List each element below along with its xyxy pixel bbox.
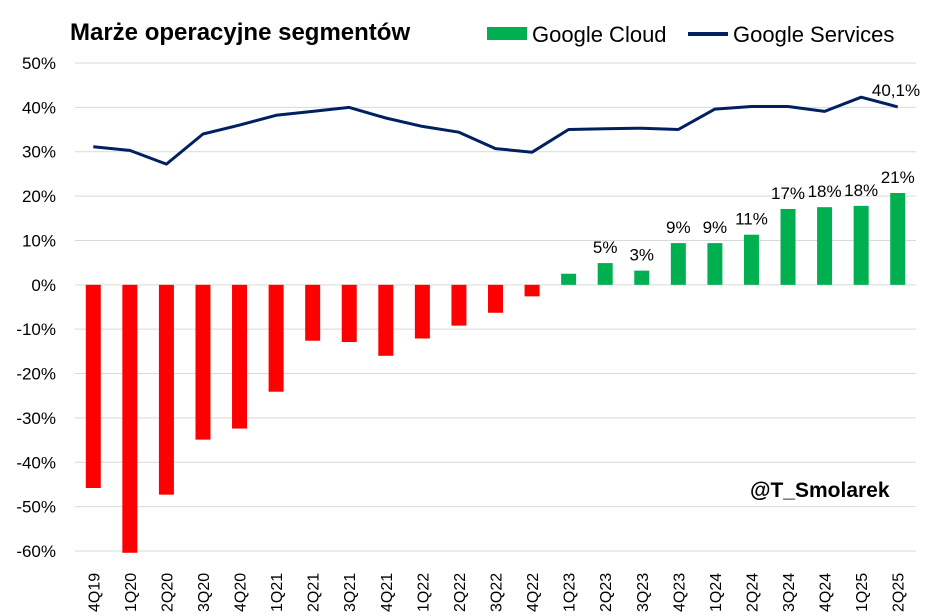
chart-title: Marże operacyjne segmentów [70,19,410,46]
y-tick-label: -20% [16,365,56,384]
x-tick-label: 4Q23 [671,573,688,612]
cloud-bar [378,284,394,356]
cloud-bar [597,263,613,285]
x-tick-label: 4Q21 [379,573,396,612]
cloud-bar [743,234,759,285]
cloud-data-label: 21% [881,168,915,187]
cloud-bar [195,284,211,440]
x-tick-label: 1Q24 [708,573,725,612]
x-tick-label: 2Q25 [891,573,908,612]
cloud-data-label: 18% [844,181,878,200]
cloud-data-label: 18% [808,182,842,201]
legend-swatch-cloud [487,27,527,40]
cloud-bar [158,284,174,495]
x-tick-label: 4Q19 [86,573,103,612]
cloud-bar [817,207,833,285]
x-axis: 4Q19 1Q20 2Q20 3Q20 4Q20 1Q21 2Q21 3Q21 4Q21 1Q22… [86,573,907,612]
gridlines [75,62,916,552]
y-tick-label: 0% [31,276,56,295]
cloud-bar [561,273,577,285]
y-tick-label: 20% [22,187,56,206]
cloud-bar [634,270,650,285]
x-tick-label: 2Q23 [598,573,615,612]
cloud-bar [232,284,248,429]
cloud-data-label: 9% [703,218,728,237]
y-tick-label: -50% [16,498,56,517]
cloud-bar [890,192,906,285]
cloud-data-label: 11% [735,210,768,229]
cloud-bar [122,284,138,553]
cloud-bars [85,192,906,553]
x-tick-label: 3Q21 [342,573,359,612]
x-tick-label: 3Q23 [635,573,652,612]
services-line [93,95,899,166]
x-tick-label: 1Q25 [854,573,871,612]
y-tick-label: -40% [16,453,56,472]
x-tick-label: 1Q20 [123,573,140,612]
legend-label-services: Google Services [733,22,894,47]
cloud-bar [414,284,430,339]
cloud-data-label: 5% [593,238,618,257]
x-tick-label: 1Q22 [415,573,432,612]
y-tick-label: -10% [16,320,56,339]
x-tick-label: 3Q20 [196,573,213,612]
y-tick-label: 10% [22,231,56,250]
cloud-bar [268,284,284,392]
cloud-bar [488,284,503,313]
x-tick-label: 1Q21 [269,573,286,612]
y-tick-label: -30% [16,409,56,428]
cloud-data-label: 17% [771,184,805,203]
x-tick-label: 1Q23 [562,573,579,612]
cloud-bar [341,284,357,343]
cloud-bar [305,284,321,341]
y-tick-label: 40% [22,98,56,117]
cloud-data-labels: 5% 3%9% 9% 11%17% 18% 18%21% [593,168,915,265]
y-tick-label: 30% [22,143,56,162]
legend-label-cloud: Google Cloud [532,22,667,47]
x-tick-label: 4Q24 [818,573,835,612]
x-tick-label: 4Q20 [233,573,250,612]
cloud-bar [524,284,540,297]
services-last-label: 40,1% [872,81,920,100]
x-tick-label: 2Q24 [744,573,761,612]
x-tick-label: 3Q22 [489,573,506,612]
cloud-bar [85,284,101,489]
x-tick-label: 2Q21 [306,573,323,612]
x-tick-label: 3Q24 [781,573,798,612]
cloud-bar [707,243,723,285]
x-tick-label: 4Q22 [525,573,542,612]
y-axis: 50% 40% 30% 20% 10% 0% -10% -20% -30% -40% -50% -60… [16,54,56,561]
cloud-data-label: 9% [666,218,691,237]
cloud-bar [670,243,686,285]
x-tick-label: 2Q22 [452,573,469,612]
cloud-bar [780,208,796,285]
cloud-data-label: 3% [629,246,654,265]
x-tick-label: 2Q20 [159,573,176,612]
legend: Google Cloud Google Services [487,22,894,47]
watermark: @T_Smolarek [750,479,890,502]
y-tick-label: 50% [22,54,56,73]
cloud-bar [451,284,467,326]
cloud-bar [853,205,869,285]
y-tick-label: -60% [16,542,56,561]
